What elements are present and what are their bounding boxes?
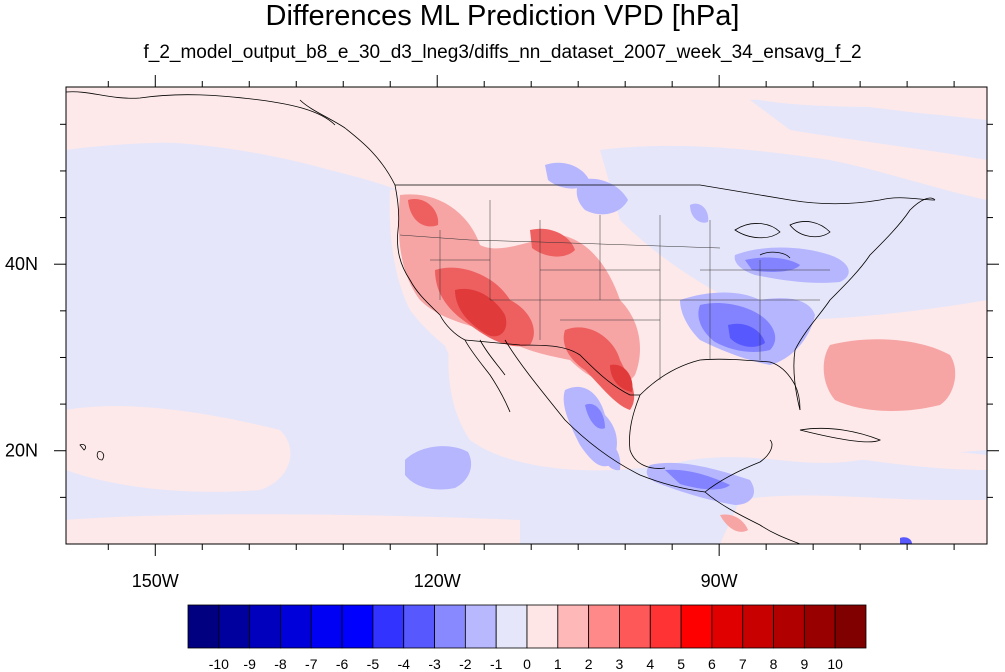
colorbar-label: -3	[428, 656, 441, 672]
colorbar-label: -4	[398, 656, 411, 672]
colorbar-label: -9	[243, 656, 256, 672]
colorbar-swatch	[773, 604, 805, 649]
colorbar-swatch	[742, 604, 774, 649]
colorbar-swatch	[803, 604, 836, 649]
colorbar-label: 4	[646, 656, 654, 672]
lat-tick-label: 20N	[5, 441, 38, 461]
coastlines-and-borders	[66, 91, 936, 544]
colorbar-label: 6	[708, 656, 716, 672]
colorbar-swatch	[403, 604, 435, 649]
colorbar-swatch	[711, 604, 744, 649]
map-title: Differences ML Prediction VPD [hPa]	[265, 0, 740, 32]
colorbar-label: 2	[585, 656, 593, 672]
colorbar-swatch	[280, 604, 312, 649]
colorbar-label: -5	[367, 656, 380, 672]
map-frame	[65, 86, 988, 545]
colorbar-swatch	[464, 604, 497, 649]
lon-tick-label: 120W	[414, 571, 461, 591]
colorbar-swatch	[310, 604, 343, 649]
colorbar-label: -6	[336, 656, 349, 672]
state-lines	[399, 200, 830, 380]
map-field	[66, 87, 987, 544]
colorbar-label: -2	[459, 656, 472, 672]
colorbar-swatch	[495, 604, 528, 649]
colorbar-label: -7	[305, 656, 318, 672]
colorbar-label: -1	[490, 656, 503, 672]
map-subtitle: f_2_model_output_b8_e_30_d3_lneg3/diffs_…	[143, 42, 862, 63]
colorbar-label: 5	[677, 656, 685, 672]
colorbar-label: 3	[616, 656, 624, 672]
colorbar-swatch	[434, 604, 466, 649]
colorbar-swatch	[526, 604, 559, 649]
colorbar-label: 0	[523, 656, 531, 672]
colorbar-swatch	[834, 604, 867, 649]
colorbar-swatch	[619, 604, 651, 649]
colorbar-label: 8	[770, 656, 778, 672]
colorbar-label: 9	[800, 656, 808, 672]
colorbar-swatch	[341, 604, 374, 649]
lon-tick-label: 90W	[701, 571, 738, 591]
axis-labels: 150W 120W 90W 40N 20N	[5, 254, 738, 591]
colorbar-label: 7	[739, 656, 747, 672]
colorbar-label: 1	[554, 656, 562, 672]
colorbar-swatch	[588, 604, 620, 649]
axis-ticks	[54, 75, 999, 556]
colorbar-swatch	[249, 604, 281, 649]
colorbar-swatch	[187, 604, 220, 649]
lon-tick-label: 150W	[132, 571, 179, 591]
colorbar-swatch	[649, 604, 682, 649]
colorbar-label: -10	[209, 656, 229, 672]
colorbar-swatch	[680, 604, 713, 649]
negative-anomaly-regions-deep	[728, 323, 765, 347]
positive-anomaly-regions-deep	[455, 288, 633, 392]
colorbar-swatch	[218, 604, 251, 649]
colorbar: -10 -9 -8 -7 -6 -5 -4 -3 -2 -1 0 1 2 3 4 5 6 7 8 9 10	[187, 604, 867, 672]
colorbar-swatch	[557, 604, 590, 649]
colorbar-label: 10	[827, 656, 843, 672]
lat-tick-label: 40N	[5, 254, 38, 274]
colorbar-swatch	[372, 604, 405, 649]
colorbar-label: -8	[274, 656, 287, 672]
negative-anomaly-speck	[900, 537, 912, 544]
